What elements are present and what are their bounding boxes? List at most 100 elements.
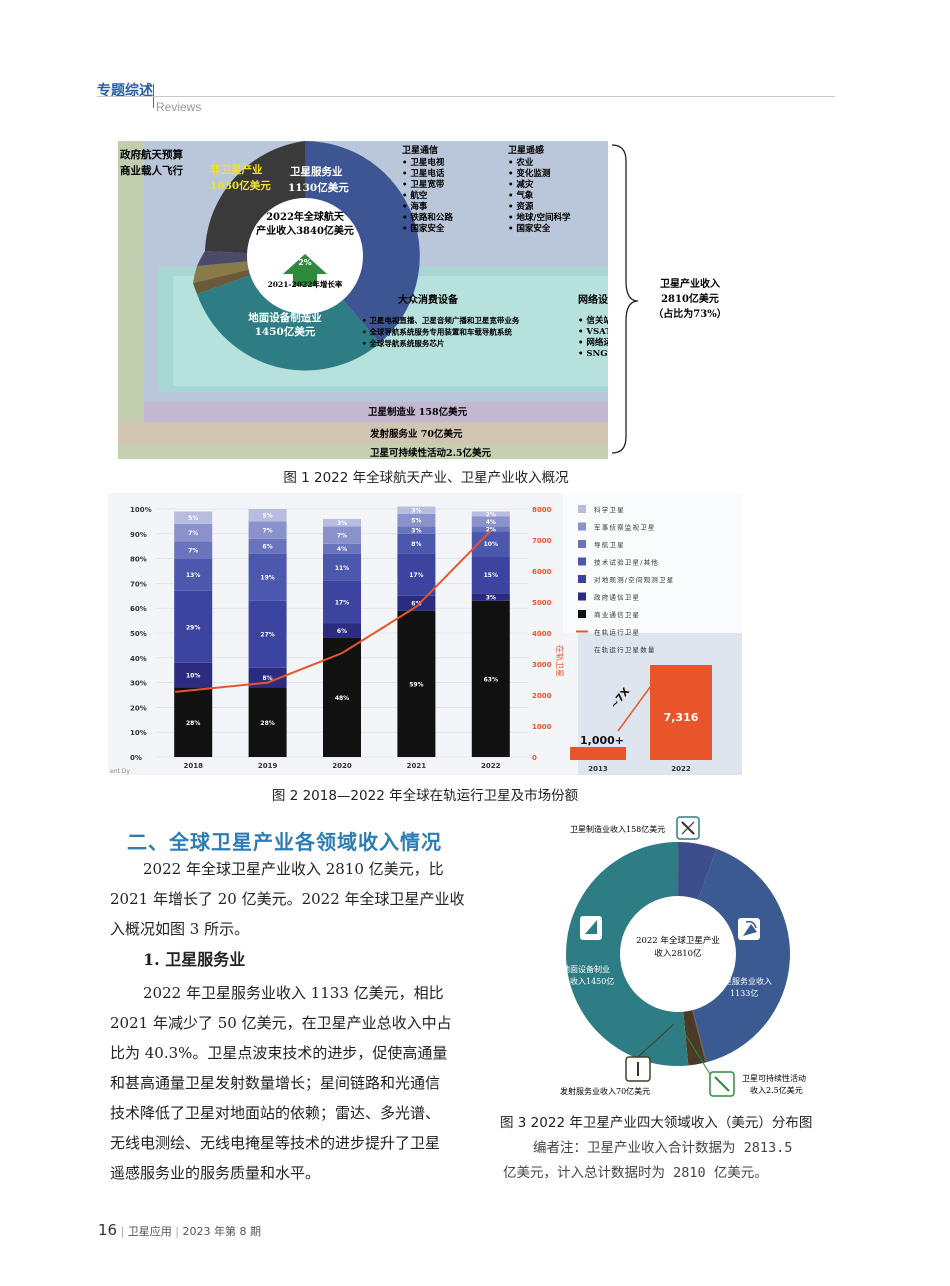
- bar-label: 15%: [484, 572, 498, 579]
- para2-line-5: 技术降低了卫星对地面站的依赖；雷达、多光谱、: [110, 1104, 441, 1122]
- y-left-tick: 60%: [130, 605, 147, 613]
- consumer-list-item: • 卫星电视直播、卫星音频广播和卫星宽带业务: [362, 315, 520, 325]
- y-left-tick: 0%: [130, 754, 142, 762]
- bar-label: 17%: [409, 572, 423, 579]
- section-label: 专题综述: [97, 83, 153, 99]
- consumer-title: 大众消费设备: [398, 293, 459, 306]
- ground-label: 地面设备制造业: [248, 311, 322, 324]
- bar-label: 29%: [186, 624, 200, 631]
- y-right-tick: 1000: [532, 723, 552, 731]
- bar-label: 4%: [486, 519, 496, 526]
- bar-segment: [397, 553, 436, 596]
- legend-swatch: [578, 592, 586, 601]
- sustain-icon: [709, 1071, 735, 1097]
- inset-bar: [570, 747, 626, 760]
- x-tick: 2022: [481, 762, 501, 770]
- bar-label: 7%: [188, 530, 198, 537]
- editor-note-line-2: 亿美元，计入总计数据时为 2810 亿美元。: [503, 1165, 768, 1181]
- para2-line-1: 2022 年卫星服务业收入 1133 亿美元，相比: [143, 984, 444, 1002]
- bar-label: 6%: [337, 628, 347, 635]
- bar-segment: [471, 526, 510, 532]
- bar-label: 48%: [335, 695, 349, 702]
- legend-label: 对地观测/空间观测卫星: [594, 575, 674, 584]
- y-left-tick: 40%: [130, 655, 147, 663]
- bracket-label-1: 卫星产业收入: [660, 277, 720, 290]
- para2-line-7: 遥感服务业的服务质量和水平。: [110, 1164, 321, 1182]
- page-number: 16: [98, 1221, 118, 1239]
- non-sat-value: 1030亿美元: [210, 179, 271, 192]
- bar-label: 3%: [337, 520, 347, 527]
- network-title: 网络设备: [578, 293, 608, 306]
- inset-arrow: [617, 678, 657, 732]
- bar-segment: [471, 516, 510, 527]
- bar-label: 28%: [260, 720, 274, 727]
- network-list-item: • 信关站: [578, 315, 608, 326]
- para1-line-3: 入概况如图 3 所示。: [110, 920, 250, 938]
- bar-label: 6%: [263, 544, 273, 551]
- legend-label: 科学卫星: [594, 505, 625, 514]
- remote-list-item: • 气象: [508, 190, 534, 201]
- telecom-list: • 卫星电视• 卫星电话• 卫星宽带• 航空• 海事• 铁路和公路• 国家安全: [402, 157, 453, 234]
- bar-label: 7%: [337, 533, 347, 540]
- bar-segment: [174, 687, 213, 757]
- bar-segment: [323, 553, 361, 581]
- header-rule: [97, 96, 835, 97]
- x-tick: 2019: [258, 762, 278, 770]
- center-label-1: 2022年全球航天: [266, 210, 345, 223]
- bar-segment: [397, 513, 436, 527]
- remote-list-item: • 变化监测: [508, 168, 551, 179]
- x-tick: 2020: [332, 762, 352, 770]
- paragraph-1: 2022 年全球卫星产业收入 2810 亿美元，比 2021 年增长了 20 亿…: [110, 854, 470, 944]
- fig3-label-mfg: 卫星制造业收入158亿美元: [570, 824, 665, 834]
- section-label-en: Reviews: [156, 100, 202, 114]
- legend-label: 军事侦察监视卫星: [594, 523, 656, 532]
- consumer-list-item: • 全球导航系统服务芯片: [362, 338, 444, 348]
- bar-label: 10%: [186, 673, 200, 680]
- bar-label: 63%: [484, 676, 498, 683]
- inset-year: 2022: [671, 765, 691, 773]
- remote-list-item: • 农业: [508, 157, 534, 168]
- bar-segment: [471, 600, 510, 757]
- legend-label: 在轨运行卫星: [594, 628, 640, 637]
- bar-segment: [248, 687, 287, 757]
- bar-segment: [174, 662, 213, 688]
- bar-label: 3%: [411, 528, 421, 535]
- bar-segment: [174, 558, 213, 591]
- remote-list-item: • 资源: [508, 201, 534, 212]
- legend-label: 政府通信卫星: [594, 593, 640, 602]
- fig3-label-ground-2: 收入1450亿: [570, 976, 614, 986]
- inset-year: 2013: [588, 765, 608, 773]
- bar-segment: [397, 533, 436, 554]
- fig3-label-service-2: 1133亿: [730, 988, 758, 998]
- bar-segment: [471, 511, 510, 517]
- launch-icon: [625, 1056, 651, 1082]
- fig3-label-ground-1: 地面设备制业: [562, 964, 610, 974]
- x-tick: 2018: [183, 762, 203, 770]
- bar-label: 19%: [260, 575, 274, 582]
- bar-label: 10%: [484, 541, 498, 548]
- y-left-tick: 30%: [130, 680, 147, 688]
- bar-segment: [248, 509, 287, 522]
- y-left-tick: 90%: [130, 531, 147, 539]
- bracket-label-3: （占比为73%）: [653, 307, 726, 320]
- bar-label: 28%: [186, 720, 200, 727]
- inset-bar: [650, 665, 712, 760]
- telecom-list-item: • 卫星电视: [402, 157, 445, 168]
- issue-label: 2023 年第 8 期: [182, 1225, 261, 1238]
- remote-list: • 农业• 变化监测• 减灾• 气象• 资源• 地球/空间科学• 国家安全: [508, 157, 571, 234]
- bar-segment: [248, 553, 287, 601]
- figure-2: 28% 10% 29% 13% 7% 7% 5% 28% 8% 27% 19% 6% 7% 5% 48% 6%…: [108, 493, 742, 775]
- bar-segment: [323, 518, 361, 527]
- para2-line-6: 无线电测绘、无线电掩星等技术的进步提升了卫星: [110, 1134, 441, 1152]
- section-heading: 二、全球卫星产业各领域收入情况: [127, 830, 442, 854]
- legend-label: 技术试验卫星/其他: [594, 558, 659, 567]
- figure-1-bracket: 卫星产业收入 2810亿美元 （占比为73%）: [611, 144, 727, 454]
- y-right-tick: 5000: [532, 599, 552, 607]
- editor-note-line-1: 编者注：卫星产业收入合计数据为 2813.5: [533, 1140, 793, 1156]
- bar-segment: [174, 511, 213, 524]
- bar-label: 8%: [263, 675, 273, 682]
- bar-segment: [323, 526, 361, 544]
- center-label-2: 产业收入3840亿美元: [256, 224, 354, 237]
- in-orbit-line: [175, 530, 492, 693]
- legend-swatch: [578, 540, 586, 548]
